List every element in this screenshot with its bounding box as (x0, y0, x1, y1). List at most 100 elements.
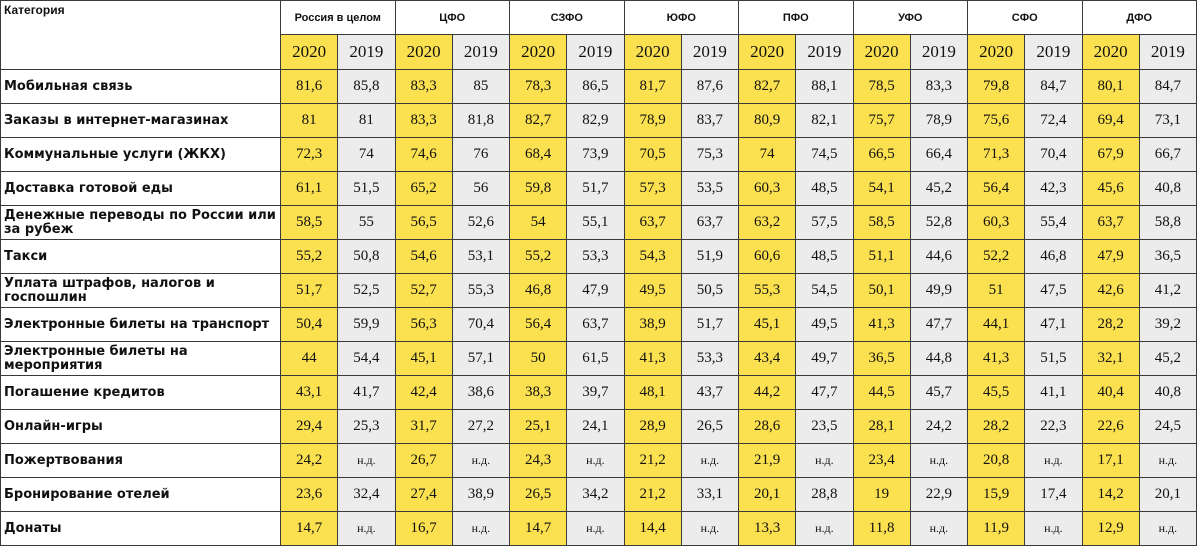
value-2019-cell: 48,5 (795, 239, 854, 274)
value-2019-cell: 52,6 (451, 205, 511, 240)
value-2019-cell: 88,1 (795, 69, 854, 104)
region-header: ЮФО (623, 0, 739, 35)
value-2019-cell: 55,3 (451, 273, 511, 308)
region-header: Россия в целом (280, 0, 396, 35)
value-2020-cell: 32,1 (1081, 341, 1140, 376)
value-2019-cell: 34,2 (566, 477, 625, 512)
year-2019-header: 2019 (680, 34, 740, 70)
value-2019-cell: 76 (451, 137, 511, 172)
value-2019-cell: 57,1 (451, 341, 511, 376)
table-row: Погашение кредитов 43,1 41,7 42,4 38,6 38,3 39… (0, 375, 1198, 410)
value-2020-cell: 45,1 (394, 341, 453, 376)
value-2020-cell: 44,5 (852, 375, 911, 410)
value-2020-cell: 51,7 (279, 273, 339, 308)
value-2020-cell: 80,1 (1081, 69, 1140, 104)
value-2020-cell: 81 (279, 103, 339, 138)
value-2020-cell: 14,7 (508, 511, 568, 546)
value-2020-cell: 45,6 (1081, 171, 1140, 206)
value-2019-cell: 56 (451, 171, 511, 206)
value-2020-cell: 24,3 (508, 443, 568, 478)
value-2019-cell: 82,9 (566, 103, 625, 138)
value-2020-cell: 19 (852, 477, 911, 512)
value-2019-cell: 17,4 (1024, 477, 1083, 512)
value-2019-cell: 54,5 (795, 273, 854, 308)
value-2020-cell: 81,6 (279, 69, 339, 104)
value-2020-cell: 58,5 (852, 205, 911, 240)
value-2020-cell: 50,1 (852, 273, 911, 308)
value-2020-cell: 26,7 (394, 443, 453, 478)
value-2020-cell: 11,8 (852, 511, 911, 546)
value-2020-cell: 52,2 (966, 239, 1026, 274)
value-2020-cell: 83,3 (394, 69, 453, 104)
value-2019-cell: 45,2 (1138, 341, 1198, 376)
value-2019-cell: 47,1 (1024, 307, 1083, 342)
value-2020-cell: 78,9 (623, 103, 682, 138)
value-2019-cell: 87,6 (680, 69, 740, 104)
year-2020-header: 2020 (279, 34, 339, 70)
value-2019-cell: 46,8 (1024, 239, 1083, 274)
year-2020-header: 2020 (852, 34, 911, 70)
value-2019-cell: 24,2 (909, 409, 969, 444)
value-2019-cell: н.д. (337, 443, 396, 478)
value-2020-cell: 26,5 (508, 477, 568, 512)
region-header-row: Категория Россия в целом ЦФО СЗФО ЮФО ПФ… (0, 0, 1197, 70)
value-2019-cell: 52,8 (909, 205, 969, 240)
value-2020-cell: 43,1 (279, 375, 339, 410)
value-2019-cell: 22,3 (1024, 409, 1083, 444)
category-label: Электронные билеты на транспорт (0, 307, 281, 342)
value-2019-cell: н.д. (680, 443, 740, 478)
table-row: Коммунальные услуги (ЖКХ) 72,3 74 74,6 76 68,… (0, 137, 1198, 172)
value-2019-cell: 42,3 (1024, 171, 1083, 206)
value-2020-cell: 38,3 (508, 375, 568, 410)
value-2020-cell: 41,3 (966, 341, 1026, 376)
value-2019-cell: н.д. (1024, 511, 1083, 546)
value-2019-cell: 86,5 (566, 69, 625, 104)
value-2019-cell: 74 (337, 137, 396, 172)
value-2019-cell: 50,8 (337, 239, 396, 274)
category-header: Категория (0, 0, 281, 70)
value-2019-cell: 38,6 (451, 375, 511, 410)
value-2019-cell: 63,7 (566, 307, 625, 342)
value-2019-cell: 81,8 (451, 103, 511, 138)
value-2020-cell: 55,2 (508, 239, 568, 274)
value-2020-cell: 54,1 (852, 171, 911, 206)
value-2019-cell: 51,5 (337, 171, 396, 206)
value-2020-cell: 20,8 (966, 443, 1026, 478)
year-2020-header: 2020 (966, 34, 1026, 70)
table-row: Заказы в интернет-магазинах 81 81 83,3 81,8 8… (0, 103, 1198, 138)
value-2020-cell: 44,1 (966, 307, 1026, 342)
value-2019-cell: 25,3 (337, 409, 396, 444)
value-2020-cell: 56,3 (394, 307, 453, 342)
value-2019-cell: н.д. (795, 511, 854, 546)
value-2020-cell: 44,2 (737, 375, 797, 410)
value-2020-cell: 36,5 (852, 341, 911, 376)
year-2019-header: 2019 (795, 34, 854, 70)
value-2020-cell: 51,1 (852, 239, 911, 274)
category-label: Донаты (0, 511, 281, 546)
value-2019-cell: н.д. (566, 443, 625, 478)
value-2020-cell: 28,2 (966, 409, 1026, 444)
value-2019-cell: 49,7 (795, 341, 854, 376)
value-2020-cell: 59,8 (508, 171, 568, 206)
table-row: Уплата штрафов, налогов и госпошлин 51,7 5… (0, 273, 1198, 308)
value-2020-cell: 70,5 (623, 137, 682, 172)
value-2019-cell: н.д. (337, 511, 396, 546)
year-2019-header: 2019 (337, 34, 396, 70)
value-2019-cell: 81 (337, 103, 396, 138)
value-2020-cell: 80,9 (737, 103, 797, 138)
value-2019-cell: 23,5 (795, 409, 854, 444)
value-2020-cell: 65,2 (394, 171, 453, 206)
value-2019-cell: 44,6 (909, 239, 969, 274)
value-2019-cell: н.д. (1138, 511, 1198, 546)
value-2019-cell: 61,5 (566, 341, 625, 376)
value-2019-cell: 51,7 (566, 171, 625, 206)
value-2020-cell: 78,5 (852, 69, 911, 104)
value-2019-cell: 36,5 (1138, 239, 1198, 274)
value-2020-cell: 46,8 (508, 273, 568, 308)
value-2020-cell: 41,3 (852, 307, 911, 342)
value-2019-cell: 41,1 (1024, 375, 1083, 410)
value-2019-cell: 22,9 (909, 477, 969, 512)
value-2019-cell: 24,5 (1138, 409, 1198, 444)
table-row: Такси 55,2 50,8 54,6 53,1 55,2 53,3 54,3 51,9 60,… (0, 239, 1198, 274)
